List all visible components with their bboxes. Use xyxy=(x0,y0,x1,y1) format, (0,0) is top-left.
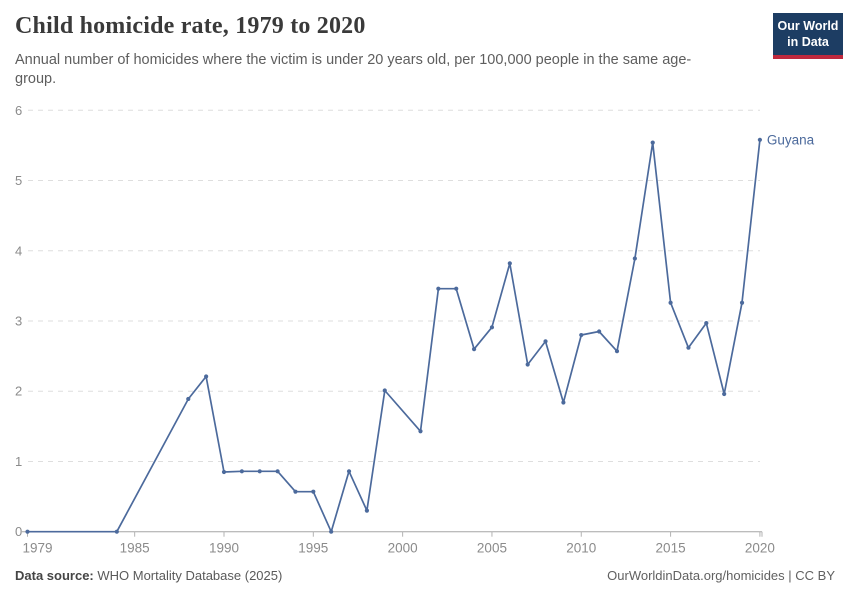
data-point[interactable] xyxy=(686,345,691,350)
data-source-label: Data source: xyxy=(15,568,94,583)
data-point[interactable] xyxy=(293,489,298,494)
data-point[interactable] xyxy=(614,349,620,354)
data-point[interactable] xyxy=(418,429,423,434)
x-tick-label: 2000 xyxy=(388,541,418,556)
owid-logo[interactable]: Our World in Data xyxy=(773,13,843,60)
data-point[interactable] xyxy=(311,489,316,494)
data-point[interactable] xyxy=(186,396,191,402)
data-point[interactable] xyxy=(597,329,602,334)
x-tick-label: 2015 xyxy=(656,541,686,556)
data-point[interactable] xyxy=(382,388,387,393)
x-tick-label: 2005 xyxy=(477,541,507,556)
y-tick-label: 2 xyxy=(15,384,22,399)
x-tick-label: 1990 xyxy=(209,541,239,556)
data-point[interactable] xyxy=(525,362,530,367)
chart-subtitle: Annual number of homicides where the vic… xyxy=(15,52,692,87)
data-point[interactable] xyxy=(561,400,566,405)
data-point[interactable] xyxy=(722,391,727,397)
series-line[interactable] xyxy=(26,138,761,533)
x-tick-label: 1995 xyxy=(298,541,328,556)
owid-logo-line1: Our World xyxy=(777,19,839,33)
data-point[interactable] xyxy=(489,325,495,330)
data-point[interactable] xyxy=(543,339,548,344)
data-point[interactable] xyxy=(739,300,745,305)
data-point[interactable] xyxy=(579,332,584,338)
data-point[interactable] xyxy=(436,286,441,291)
data-point[interactable] xyxy=(204,374,209,379)
x-tick-label: 2020 xyxy=(745,541,775,556)
data-point[interactable] xyxy=(257,469,262,474)
y-tick-label: 5 xyxy=(15,173,22,188)
data-point[interactable] xyxy=(346,469,352,474)
data-point[interactable] xyxy=(329,529,334,534)
data-source-value: WHO Mortality Database (2025) xyxy=(93,568,283,583)
data-point[interactable] xyxy=(507,261,512,266)
data-point[interactable] xyxy=(114,529,119,534)
y-tick-label: 1 xyxy=(15,454,22,469)
x-tick-label: 2010 xyxy=(566,541,596,556)
data-point[interactable] xyxy=(471,346,477,352)
data-point[interactable] xyxy=(632,256,637,261)
y-tick-label: 0 xyxy=(15,524,22,539)
data-point[interactable] xyxy=(757,137,763,142)
series-entity-label[interactable]: Guyana xyxy=(767,132,815,147)
credit-link[interactable]: OurWorldinData.org/homicides | CC BY xyxy=(607,568,835,583)
data-point[interactable] xyxy=(704,321,709,326)
data-point[interactable] xyxy=(668,300,673,305)
data-point[interactable] xyxy=(364,508,370,513)
x-tick-label: 1985 xyxy=(120,541,150,556)
owid-logo-line2: in Data xyxy=(787,34,829,49)
y-tick-label: 6 xyxy=(15,103,22,118)
x-tick-label: 1979 xyxy=(23,541,53,556)
data-point[interactable] xyxy=(454,286,459,291)
y-tick-label: 4 xyxy=(15,243,22,258)
data-point[interactable] xyxy=(25,529,30,534)
page-title: Child homicide rate, 1979 to 2020 xyxy=(15,13,366,39)
y-tick-label: 3 xyxy=(15,314,22,329)
data-point[interactable] xyxy=(650,140,655,145)
data-point[interactable] xyxy=(239,469,244,474)
data-point[interactable] xyxy=(221,469,227,475)
data-point[interactable] xyxy=(275,469,280,474)
data-source-note: Data source: WHO Mortality Database (202… xyxy=(15,568,282,583)
